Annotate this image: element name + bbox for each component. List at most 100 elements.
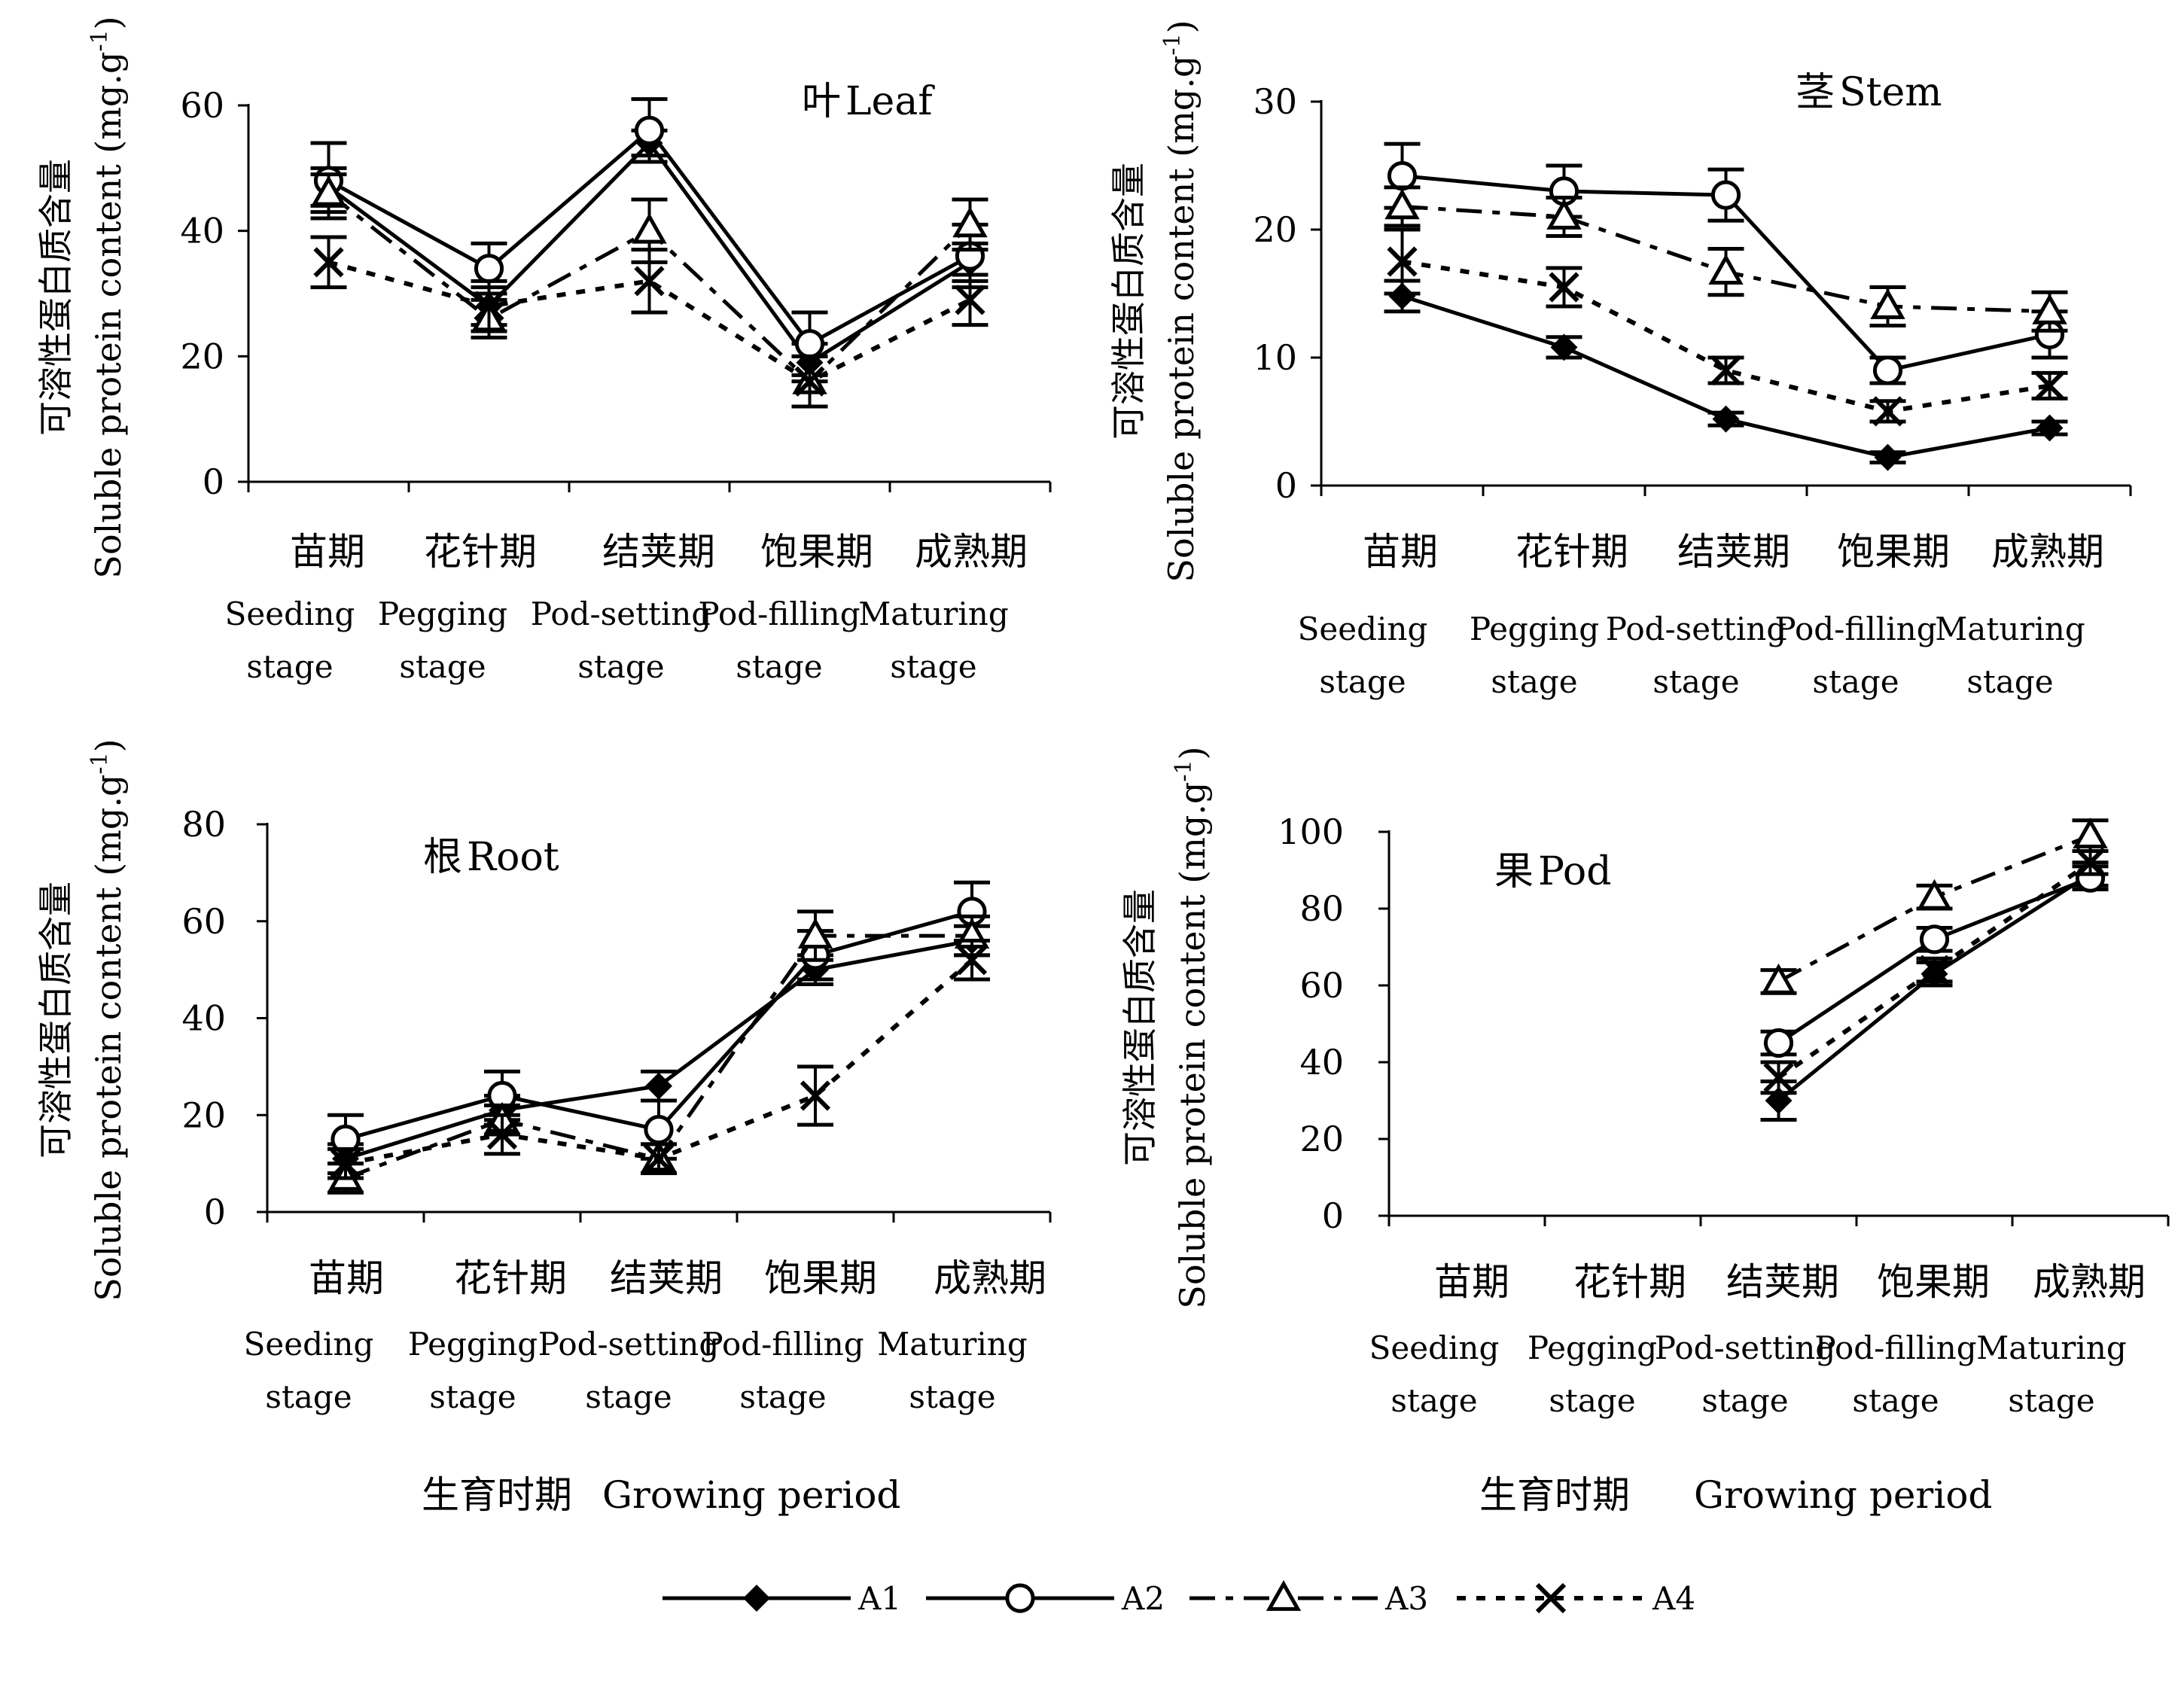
point-A3 [1917,879,1952,910]
x-tick-label-en: Pegging [1528,1329,1657,1366]
point-A3 [2073,818,2108,848]
point-A4 [800,1080,831,1111]
x-tick-label-en: Maturing [877,1326,1027,1363]
x-tick-label-cn: 结荚期 [1726,1260,1839,1304]
x-tick-label-en2: stage [1966,663,2053,700]
point-A1 [2036,414,2064,442]
x-tick-label-en2: stage [429,1378,516,1415]
marker-stroke [1387,246,1418,277]
y-tick-label: 20 [1299,1119,1344,1159]
legend-label: A4 [1652,1580,1695,1617]
x-tick-label-en: Pegging [1470,611,1599,647]
point-A3 [952,206,988,238]
x-tick-label-en: Pod-setting [538,1326,719,1363]
y-tick-label: 10 [1253,337,1297,378]
x-tick-label-cn: 结荚期 [1677,530,1790,574]
x-tick-label-en2: stage [1701,1382,1788,1419]
panel-title-en: Pod [1538,849,1611,894]
x-tick-label-en2: stage [1491,663,1577,700]
point-A3 [311,175,346,206]
point-A2 [794,329,825,359]
y-title-en-main: Soluble protein content (mg.g [88,775,129,1302]
x-tick-label-en: Seeding [244,1326,374,1363]
x-tick-label-en2: stage [399,648,486,685]
legend-marker [1266,1580,1302,1611]
marker-stroke [956,945,988,976]
x-tick-label-cn: 成熟期 [915,530,1028,574]
y-tick-label: 20 [181,1095,226,1135]
y-title-cn: 可溶性蛋白质含量 [35,882,76,1159]
chart-root: 0 20 40 60 80 苗期 Seeding stage 花针期 Pegging stage 结荚… [35,738,1052,1415]
panel-title-cn: 根 [423,835,462,880]
x-tick-label-en: Maturing [1976,1329,2126,1366]
y-title-en-main: Soluble protein content (mg.g [88,52,129,579]
y-title-close: ) [88,16,129,29]
x-tick-label-en: Pod-filling [698,595,860,632]
y-title-close: ) [88,738,129,752]
y-tick-label: 40 [180,211,224,251]
series-line [1777,860,2092,1080]
point-A3 [1708,254,1744,285]
x-tick-label-en2: stage [577,648,664,685]
x-title-cn: 生育时期 [422,1473,572,1517]
point-A4 [313,247,344,278]
x-tick-label-cn: 饱果期 [1877,1260,1990,1304]
marker-stroke [486,1119,518,1150]
marker-stroke [1710,355,1741,386]
chart-leaf: 0 20 40 60 苗期 Seeding stage 花针期 Pegging stage 结荚期 P… [35,16,1052,685]
y-title-en-main: Soluble protein content (mg.g [1172,782,1213,1309]
point-A3 [1384,188,1420,220]
x-tick-label-en2: stage [909,1378,995,1415]
point-A3 [2032,293,2067,324]
legend: A1 A2 A3 A4 [663,1580,1695,1617]
point-A2 [634,115,665,145]
y-title-en: Soluble protein content (mg.g-1) [1159,20,1202,582]
point-A4 [1919,955,1950,985]
x-tick-label-en2: stage [1549,1382,1635,1419]
point-A4 [1763,1062,1794,1093]
x-tick-label-en: Seeding [225,595,355,632]
series-A2 [1384,142,2068,385]
x-tick-label-en2: stage [1319,663,1406,700]
y-tick-label: 60 [180,85,224,126]
x-tick-label-en: Maturing [858,595,1008,632]
y-tick-label: 40 [1299,1042,1344,1083]
y-title-en: Soluble protein content (mg.g-1) [87,16,129,578]
chart-pod: 0 20 40 60 80 100 苗期 Seeding stage 花针期 Pegging stag… [1119,746,2170,1419]
point-A4 [2034,370,2065,401]
marker-stroke [1872,396,1903,427]
point-A3 [1761,963,1796,994]
marker-stroke [1919,955,1950,985]
series-A1 [1384,279,2068,471]
x-tick-label-en: Pegging [378,595,507,632]
y-tick-label: 80 [181,804,226,845]
y-title-sup: -1 [87,752,113,774]
x-tick-label-en: Seeding [1298,611,1428,647]
marker-stroke [643,1143,675,1174]
x-tick-label-en: Maturing [1935,611,2085,647]
panel-title: 果 Pod [1494,849,1612,894]
x-tick-label-cn: 花针期 [1515,530,1628,574]
point-A1 [1388,282,1416,310]
x-tick-label-en: Pegging [408,1326,538,1363]
series-A2 [327,880,990,1166]
x-title-en: Growing period [602,1473,900,1517]
x-tick-label-en2: stage [1652,663,1739,700]
point-A4 [1872,396,1903,427]
marker-stroke [1535,1582,1567,1614]
panel-title: 叶 Leaf [802,79,935,124]
x-tick-label-cn: 成熟期 [2033,1260,2146,1304]
y-title-cn: 可溶性蛋白质含量 [1108,163,1149,440]
legend-marker [1005,1583,1035,1613]
y-tick-label: 30 [1253,81,1297,122]
legend-item-A2: A2 [926,1580,1165,1617]
point-A4 [2075,847,2106,878]
point-A3 [1870,288,1905,319]
marker-stroke [2034,370,2065,401]
x-title-cn: 生育时期 [1479,1473,1630,1517]
point-A4 [955,285,985,315]
x-tick-label-cn: 结荚期 [602,530,715,574]
chart-stem: 0 10 20 30 苗期 Seeding stage 花针期 Pegging stage 结荚期 P… [1108,20,2132,700]
x-tick-label-cn: 结荚期 [610,1256,723,1300]
x-tick-label-en2: stage [2008,1382,2094,1419]
